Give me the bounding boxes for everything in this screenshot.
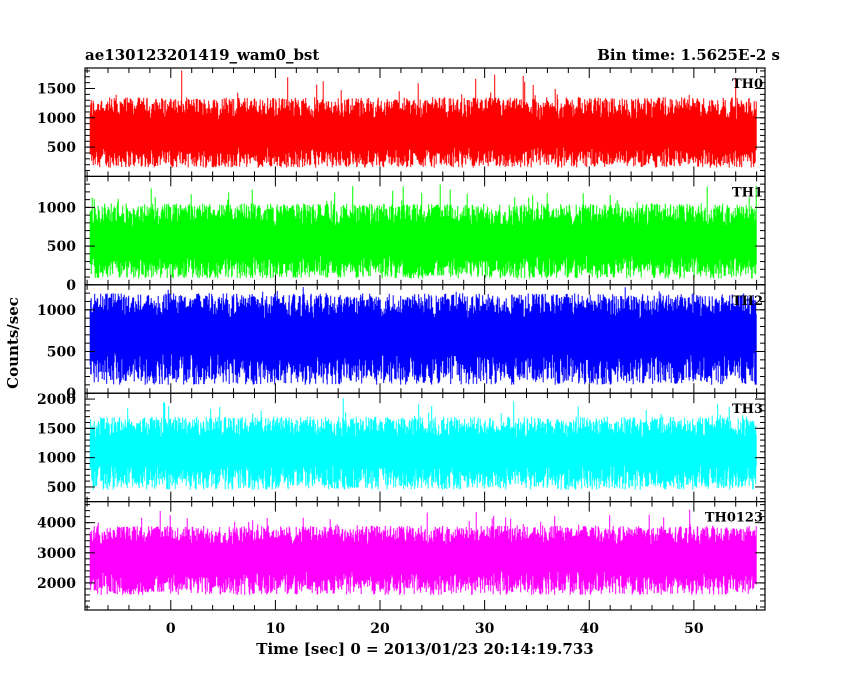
panel-th3: 500 1000 1500 2000 TH3 [37,392,766,503]
x-tick-label: 10 [266,621,286,637]
x-tick-label: 50 [684,621,704,637]
y-tick-label: 1500 [37,82,76,98]
x-axis-label: Time [sec] 0 = 2013/01/23 20:14:19.733 [256,640,593,658]
chart-title-right: Bin time: 1.5625E-2 s [597,46,780,64]
y-tick-label: 500 [47,480,76,496]
x-tick-label: 30 [475,621,495,637]
y-tick-label: 0 [66,278,76,294]
y-tick-label: 1000 [37,303,76,319]
y-tick-label: 2000 [37,392,76,408]
panels-group: 500 1000 1500 TH0 0 500 1000 TH1 0 500 1000 TH2 500 1… [37,67,766,611]
y-tick-label: 1000 [37,200,76,216]
panel-th1: 0 500 1000 TH1 [37,175,766,294]
x-tick-label: 0 [166,621,176,637]
y-tick-label: 2000 [37,576,76,592]
chart-title-left: ae130123201419_wam0_bst [85,46,319,64]
panel-frame [84,501,766,611]
panel-label: TH0 [732,77,763,92]
y-tick-label: 500 [47,239,76,255]
panel-label: TH1 [732,185,763,200]
x-tick-label: 40 [580,621,600,637]
y-tick-label: 3000 [37,546,76,562]
panel-label: TH0123 [705,511,763,526]
series-line-th3 [89,398,757,490]
panel-th0123: 2000 3000 4000 TH0123 [37,501,766,611]
x-axis: 0 10 20 30 40 50 [166,621,704,637]
panel-label: TH3 [732,402,763,417]
x-tick-label: 20 [370,621,390,637]
panel-label: TH2 [732,294,763,309]
panel-th2: 0 500 1000 TH2 [37,284,766,402]
panel-th0: 500 1000 1500 TH0 [37,67,766,178]
y-tick-label: 500 [47,345,76,361]
series-line-th2 [89,287,757,385]
y-tick-label: 0 [66,386,76,402]
y-tick-label: 1500 [37,421,76,437]
y-tick-label: 4000 [37,516,76,532]
y-tick-label: 1000 [37,111,76,127]
y-tick-label: 500 [47,140,76,156]
series-line-th1 [89,184,757,279]
series-line-th0123 [89,509,757,595]
y-axis-label: Counts/sec [4,297,22,389]
y-tick-label: 1000 [37,451,76,467]
series-line-th0 [89,70,757,168]
